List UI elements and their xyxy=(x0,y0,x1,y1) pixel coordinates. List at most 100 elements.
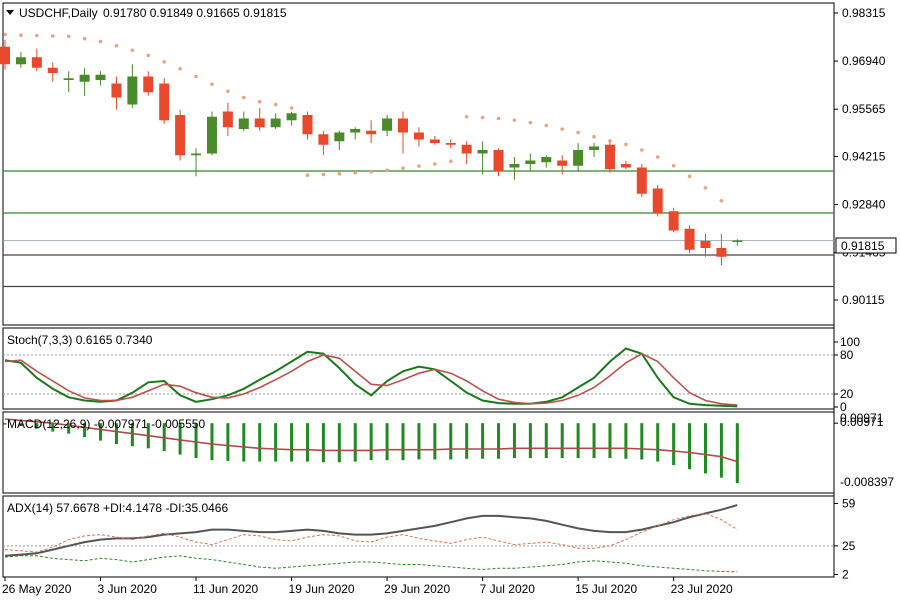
date-tick-label: 11 Jun 2020 xyxy=(193,582,258,596)
stoch-main-line[interactable] xyxy=(4,347,738,408)
candle-body[interactable] xyxy=(143,76,154,93)
psar-dot xyxy=(178,67,182,71)
candle-body[interactable] xyxy=(716,248,727,257)
psar-dot xyxy=(687,174,692,179)
symbol-menu-triangle-icon[interactable] xyxy=(6,10,14,15)
psar-dot xyxy=(433,162,437,166)
adx-di-line[interactable] xyxy=(4,512,738,553)
candle-body[interactable] xyxy=(398,118,408,133)
psar-dot xyxy=(305,173,310,177)
candle-body[interactable] xyxy=(222,111,233,128)
candle-body[interactable] xyxy=(604,144,615,170)
adx-frame xyxy=(2,495,835,578)
candle-body[interactable] xyxy=(413,132,424,140)
candle-body[interactable] xyxy=(557,160,568,166)
candle-body[interactable] xyxy=(79,74,90,82)
candle-body[interactable] xyxy=(668,211,679,231)
candle-body[interactable] xyxy=(127,76,138,105)
candle-body[interactable] xyxy=(477,150,488,154)
candle-body[interactable] xyxy=(175,115,186,156)
price-pane[interactable] xyxy=(0,32,834,288)
psar-dot xyxy=(50,34,55,38)
psar-dot xyxy=(3,32,7,37)
psar-dot xyxy=(464,114,469,119)
candle-body[interactable] xyxy=(286,113,297,121)
psar-dot xyxy=(19,33,23,37)
psar-dot xyxy=(114,43,119,48)
candle-body[interactable] xyxy=(620,164,631,168)
candle-body[interactable] xyxy=(445,143,456,145)
candle-body[interactable] xyxy=(254,118,265,128)
candle-body[interactable] xyxy=(270,118,281,128)
symbol-label[interactable]: USDCHF,Daily xyxy=(19,6,98,20)
candle-body[interactable] xyxy=(31,57,42,68)
stoch-pane[interactable] xyxy=(3,347,834,408)
stoch-signal-line[interactable] xyxy=(4,352,738,406)
candle-body[interactable] xyxy=(206,116,217,154)
candle-body[interactable] xyxy=(15,57,26,65)
current-price-value: 0.91815 xyxy=(841,239,885,253)
candle-body[interactable] xyxy=(302,115,313,135)
date-tick-label: 19 Jun 2020 xyxy=(289,582,355,596)
psar-dot xyxy=(130,48,135,53)
psar-dot xyxy=(608,139,612,143)
psar-dot xyxy=(624,142,628,147)
macd-signal-line[interactable] xyxy=(4,418,738,463)
adx-label: ADX(14) 57.6678 +DI:4.1478 -DI:35.0466 xyxy=(7,501,228,515)
candle-body[interactable] xyxy=(573,150,584,166)
psar-dot xyxy=(528,120,533,125)
candle-body[interactable] xyxy=(509,164,520,168)
stoch-label: Stoch(7,3,3) 0.6165 0.7340 xyxy=(7,333,153,347)
psar-dot xyxy=(353,170,358,175)
candle-body[interactable] xyxy=(366,130,377,135)
candle-body[interactable] xyxy=(684,228,695,250)
candle-body[interactable] xyxy=(700,241,711,248)
candle-body[interactable] xyxy=(461,144,472,154)
candle-body[interactable] xyxy=(493,150,504,171)
psar-dot xyxy=(385,168,389,173)
psar-dot xyxy=(719,198,724,203)
candle-body[interactable] xyxy=(159,83,170,121)
adx-di-line[interactable] xyxy=(4,555,738,573)
psar-dot xyxy=(321,172,326,177)
stoch-tick-label: 0 xyxy=(840,400,847,414)
psar-dot xyxy=(480,115,485,120)
candle-body[interactable] xyxy=(191,153,202,156)
price-frame xyxy=(2,2,835,326)
candle-body[interactable] xyxy=(318,134,329,145)
candle-body[interactable] xyxy=(652,188,663,214)
psar-dot xyxy=(560,127,564,131)
price-tick-label: 0.92840 xyxy=(842,198,886,212)
date-tick-label: 3 Jun 2020 xyxy=(98,582,158,596)
price-tick-label: 0.90115 xyxy=(842,293,885,307)
psar-dot xyxy=(162,60,166,64)
candle-body[interactable] xyxy=(238,118,249,130)
psar-dot xyxy=(369,169,373,174)
candle-body[interactable] xyxy=(589,146,600,151)
candle-body[interactable] xyxy=(636,167,647,194)
candle-body[interactable] xyxy=(382,118,393,131)
macd-pane[interactable] xyxy=(3,418,739,484)
psar-dot xyxy=(146,53,151,58)
date-tick-label: 29 Jun 2020 xyxy=(384,582,450,596)
date-tick-label: 7 Jul 2020 xyxy=(480,582,536,596)
candle-body[interactable] xyxy=(63,78,74,80)
candle-body[interactable] xyxy=(334,132,345,142)
candle-body[interactable] xyxy=(350,129,361,133)
adx-pane[interactable] xyxy=(3,504,834,573)
candle-body[interactable] xyxy=(47,67,58,73)
price-tick-label: 0.95565 xyxy=(842,102,886,116)
candle-body[interactable] xyxy=(111,83,122,98)
price-tick-label: 0.94215 xyxy=(842,149,886,163)
candle-body[interactable] xyxy=(95,74,106,80)
psar-dot xyxy=(82,36,87,41)
candle-body[interactable] xyxy=(732,240,743,242)
candle-body[interactable] xyxy=(0,46,10,65)
candle-body[interactable] xyxy=(541,157,552,163)
date-tick-label: 15 Jul 2020 xyxy=(575,582,637,596)
candle-body[interactable] xyxy=(525,160,536,165)
adx-tick-label: 25 xyxy=(842,539,856,553)
candle-body[interactable] xyxy=(429,139,440,144)
